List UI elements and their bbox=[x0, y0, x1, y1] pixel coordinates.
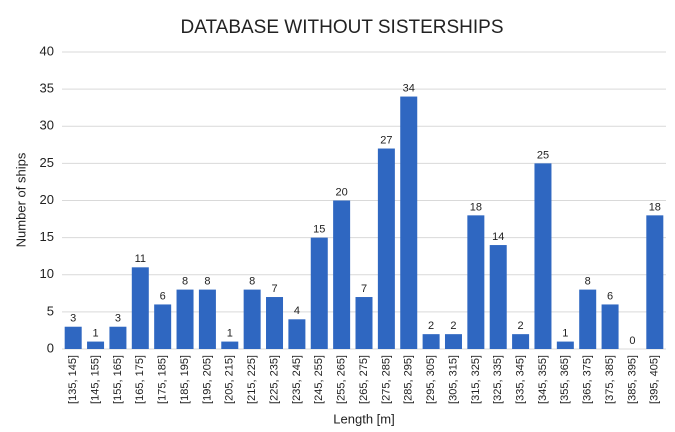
bar bbox=[109, 326, 127, 349]
x-tick-label: [335, 345] bbox=[514, 355, 526, 404]
bar bbox=[601, 304, 619, 349]
y-tick-label: 25 bbox=[40, 155, 54, 170]
bar bbox=[131, 267, 149, 349]
x-tick-label: [215, 225] bbox=[246, 355, 258, 404]
data-label: 34 bbox=[403, 82, 415, 94]
y-tick-label: 30 bbox=[40, 118, 54, 133]
bar bbox=[579, 289, 597, 349]
bar bbox=[646, 215, 664, 349]
data-label: 2 bbox=[518, 320, 524, 332]
y-tick-label: 20 bbox=[40, 192, 54, 207]
bar bbox=[556, 341, 574, 349]
chart-title: DATABASE WITHOUT SISTERSHIPS bbox=[180, 17, 503, 38]
x-tick-label: [145, 155] bbox=[89, 355, 101, 404]
x-tick-label: [155, 165] bbox=[112, 355, 124, 404]
data-label: 4 bbox=[294, 305, 300, 317]
bar bbox=[467, 215, 485, 349]
bar bbox=[288, 319, 306, 349]
x-tick-label: [395, 405] bbox=[649, 355, 661, 404]
y-axis-label: Number of ships bbox=[13, 152, 28, 247]
y-tick-label: 35 bbox=[40, 81, 54, 96]
y-tick-label: 5 bbox=[47, 303, 54, 318]
bar bbox=[154, 304, 172, 349]
data-label: 8 bbox=[249, 276, 255, 288]
bar bbox=[176, 289, 194, 349]
data-label: 3 bbox=[115, 313, 121, 325]
bar bbox=[400, 96, 418, 349]
x-tick-label: [275, 285] bbox=[380, 355, 392, 404]
data-label: 0 bbox=[629, 335, 635, 347]
x-tick-label: [265, 275] bbox=[358, 355, 370, 404]
data-label: 15 bbox=[313, 224, 325, 236]
data-label: 6 bbox=[607, 290, 613, 302]
bar bbox=[489, 245, 507, 349]
data-label: 3 bbox=[70, 313, 76, 325]
data-label: 1 bbox=[562, 327, 568, 339]
y-tick-label: 40 bbox=[40, 43, 54, 58]
data-label: 14 bbox=[492, 231, 504, 243]
data-label: 18 bbox=[470, 201, 482, 213]
data-label: 8 bbox=[182, 276, 188, 288]
x-tick-label: [325, 335] bbox=[492, 355, 504, 404]
x-tick-label: [245, 255] bbox=[313, 355, 325, 404]
x-tick-label: [165, 175] bbox=[134, 355, 146, 404]
data-label: 2 bbox=[450, 320, 456, 332]
x-tick-label: [205, 215] bbox=[224, 355, 236, 404]
bar bbox=[310, 237, 328, 349]
x-tick-label: [375, 385] bbox=[604, 355, 616, 404]
x-tick-label: [365, 375] bbox=[582, 355, 594, 404]
bar bbox=[64, 326, 82, 349]
bar bbox=[243, 289, 261, 349]
data-label: 27 bbox=[380, 134, 392, 146]
x-tick-label: [235, 245] bbox=[291, 355, 303, 404]
x-axis-label: Length [m] bbox=[333, 411, 394, 426]
data-label: 11 bbox=[135, 253, 146, 265]
bar bbox=[333, 200, 351, 349]
x-tick-label: [295, 305] bbox=[425, 355, 437, 404]
x-tick-label: [175, 185] bbox=[157, 355, 169, 404]
x-tick-label: [185, 195] bbox=[179, 355, 191, 404]
bar bbox=[534, 163, 552, 349]
y-tick-label: 15 bbox=[40, 229, 54, 244]
data-label: 1 bbox=[227, 327, 233, 339]
data-label: 2 bbox=[428, 320, 434, 332]
data-label: 20 bbox=[336, 186, 348, 198]
data-label: 7 bbox=[361, 283, 367, 295]
bar bbox=[355, 297, 373, 349]
x-tick-label: [195, 205] bbox=[201, 355, 213, 404]
bar bbox=[87, 341, 105, 349]
x-tick-label: [385, 395] bbox=[626, 355, 638, 404]
bar bbox=[512, 334, 530, 349]
x-tick-label: [225, 235] bbox=[268, 355, 280, 404]
bar bbox=[444, 334, 462, 349]
data-label: 1 bbox=[92, 327, 98, 339]
x-tick-label: [345, 355] bbox=[537, 355, 549, 404]
data-label: 18 bbox=[649, 201, 661, 213]
x-tick-label: [355, 365] bbox=[559, 355, 571, 404]
y-tick-label: 10 bbox=[40, 266, 54, 281]
x-tick-label: [135, 145] bbox=[67, 355, 79, 404]
x-tick-label: [315, 325] bbox=[470, 355, 482, 404]
bar bbox=[221, 341, 239, 349]
data-label: 6 bbox=[160, 290, 166, 302]
bar bbox=[422, 334, 440, 349]
bar bbox=[266, 297, 284, 349]
data-label: 8 bbox=[585, 276, 591, 288]
y-tick-label: 0 bbox=[47, 340, 54, 355]
bar bbox=[198, 289, 216, 349]
data-label: 25 bbox=[537, 149, 549, 161]
x-tick-label: [285, 295] bbox=[403, 355, 415, 404]
x-tick-label: [305, 315] bbox=[447, 355, 459, 404]
bar bbox=[377, 148, 395, 349]
data-label: 7 bbox=[271, 283, 277, 295]
x-tick-label: [255, 265] bbox=[336, 355, 348, 404]
data-label: 8 bbox=[204, 276, 210, 288]
